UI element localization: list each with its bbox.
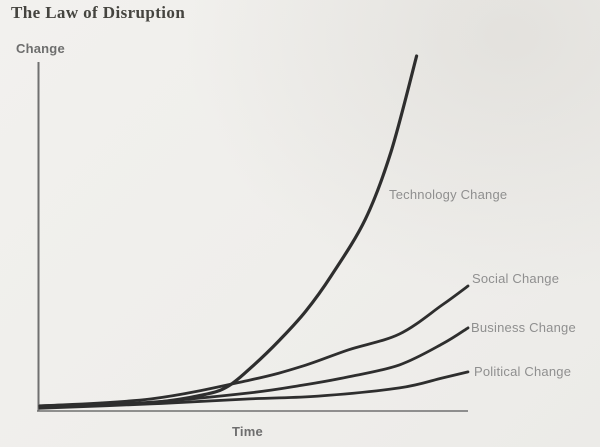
curve-political-change xyxy=(38,370,470,410)
y-axis-label: Change xyxy=(16,41,65,56)
curve-social-change xyxy=(38,284,470,408)
curve-label-political-change: Political Change xyxy=(474,364,572,379)
curve-technology-change xyxy=(38,54,419,408)
curve-label-technology-change: Technology Change xyxy=(389,187,508,202)
curve-business-change xyxy=(38,326,470,409)
page-title: The Law of Disruption xyxy=(11,3,186,22)
curve-label-business-change: Business Change xyxy=(471,320,576,335)
curve-label-social-change: Social Change xyxy=(472,271,560,286)
x-axis-label: Time xyxy=(232,424,263,439)
